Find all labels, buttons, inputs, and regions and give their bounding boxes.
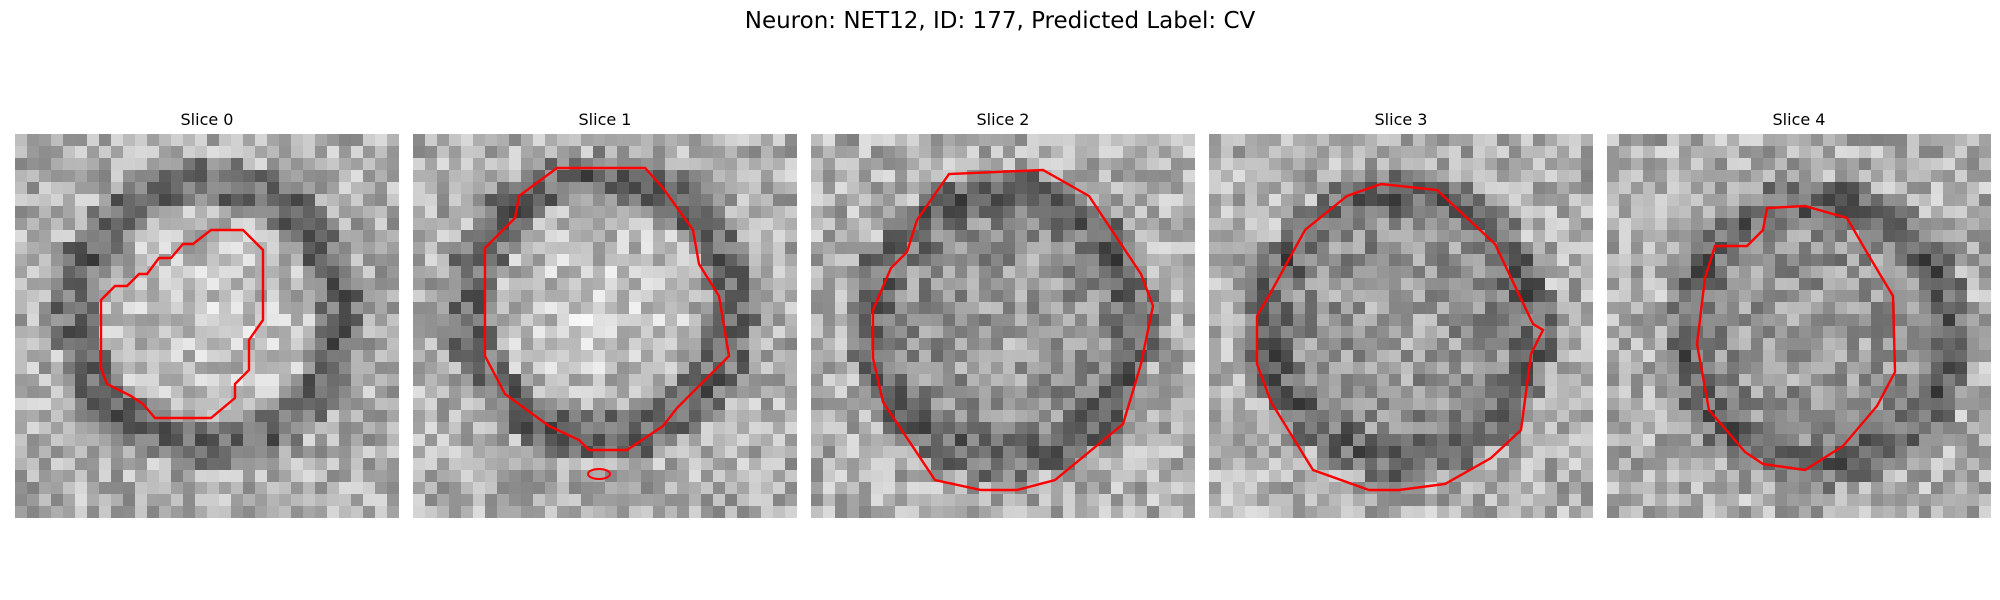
slice-panel-3: Slice 3 [1209, 108, 1593, 518]
figure-title: Neuron: NET12, ID: 177, Predicted Label:… [744, 8, 1256, 34]
slice-title: Slice 1 [578, 110, 632, 129]
slice-title: Slice 3 [1374, 110, 1428, 129]
slice-image-0 [15, 134, 399, 518]
slice-title: Slice 4 [1772, 110, 1826, 129]
slice-image-3 [1209, 134, 1593, 518]
slice-title: Slice 0 [180, 110, 234, 129]
slice-image-1 [413, 134, 797, 518]
slice-image-4 [1607, 134, 1991, 518]
slice-panel-0: Slice 0 [15, 108, 399, 518]
slice-panel-2: Slice 2 [811, 108, 1195, 518]
slice-title: Slice 2 [976, 110, 1030, 129]
slice-panel-1: Slice 1 [413, 108, 797, 518]
slice-image-2 [811, 134, 1195, 518]
slice-panel-4: Slice 4 [1607, 108, 1991, 518]
